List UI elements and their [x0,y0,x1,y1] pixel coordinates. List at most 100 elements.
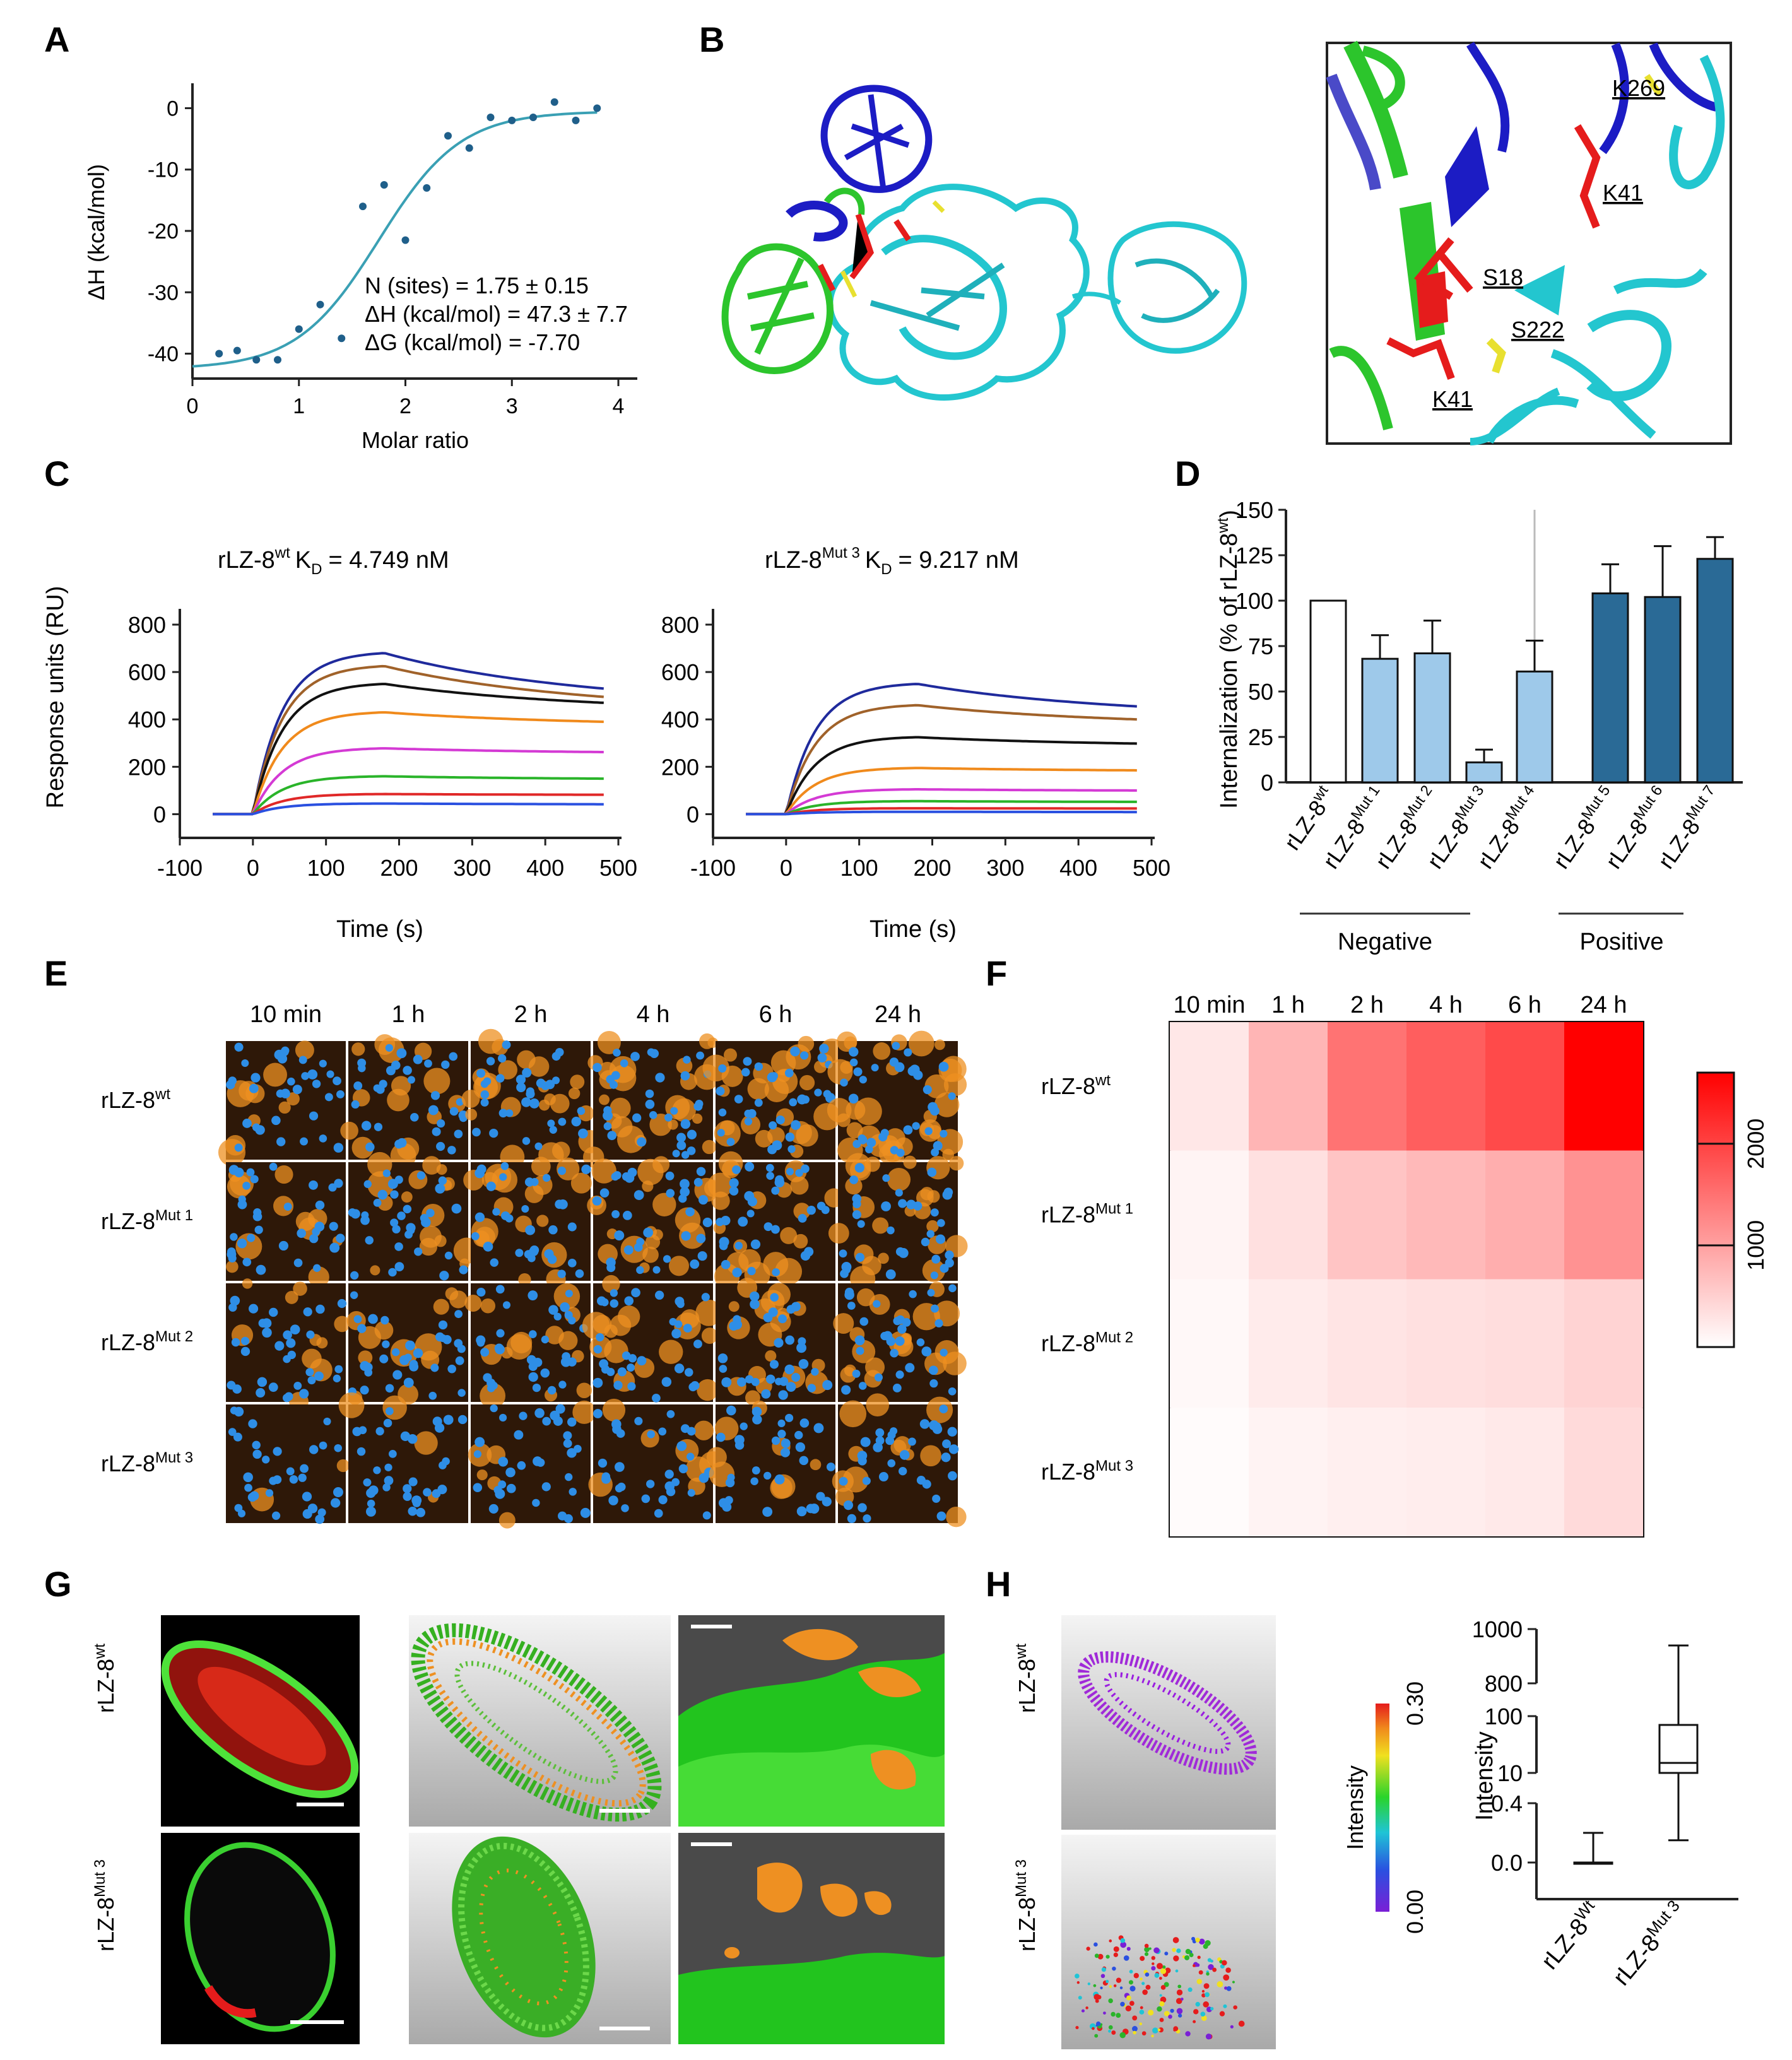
h-intensity-point [1193,1964,1196,1967]
h-intensity-point [1164,1982,1169,1987]
h-intensity-point [1144,1943,1149,1948]
h-intensity-point [1159,2001,1165,2007]
h-intensity-point [1148,1947,1152,1950]
d-ytick-label: 125 [1235,543,1273,568]
c-right-xlabel: Time (s) [869,916,957,943]
h-intensity-point [1173,1955,1179,1962]
h-intensity-point [1173,2028,1176,2032]
h-intensity-point [1156,1963,1163,1970]
d-bar [1309,599,1347,784]
h-intensity-point [1157,2028,1161,2032]
h-intensity-point [1109,1985,1112,1988]
h-ytick-label: 10 [1497,1760,1523,1786]
c-series-line [746,703,1137,816]
g-fluorescence-mut3-image [184,1842,344,2032]
e-column-label: 6 h [759,1001,793,1028]
a-data-point [465,144,473,152]
h-intensity-point [1108,2029,1111,2033]
a-annotation-dh: ΔH (kcal/mol) = 47.3 ± 7.7 [365,301,628,327]
e-microscopy-tile [828,1153,968,1292]
a-data-point [316,300,324,309]
c-series-line [746,807,1137,816]
h-intensity-point [1154,1973,1160,1978]
h-intensity-point [1201,1993,1206,1998]
panel-e-microscopy-grid: 10 min 1 h 2 h 4 h 6 h 24 h rLZ-8wt rLZ-8Mut 1 r… [101,1001,968,1529]
h-intensity-point [1195,1938,1200,1943]
h-intensity-point [1200,2011,1206,2017]
e-microscopy-tile [827,1030,967,1165]
c-series-line [213,747,604,816]
d-bar [1516,670,1553,784]
e-microscopy-tile [582,1030,720,1168]
g-zoom-wt-image [678,1625,945,1827]
c-series-line [213,683,604,816]
a-data-point [380,181,388,189]
e-microscopy-tile [226,1278,350,1411]
h-intensity-point [1112,1966,1116,1971]
e-microscopy-tile [464,1283,592,1409]
g-render-wt-image [411,1623,662,1822]
h-intensity-point [1148,2010,1154,2016]
h-intensity-point [1223,1974,1230,1981]
panel-label-c: C [44,454,69,493]
panel-a-itc-plot: ΔH (kcal/mol) Molar ratio N (sites) = 1.… [83,83,637,453]
h-intensity-point [1176,1948,1181,1953]
panel-label-b: B [699,20,724,59]
e-microscopy-tile [587,1156,722,1281]
h-intensity-point [1096,2021,1101,2027]
h-intensity-point [1159,2018,1164,2022]
c-xtick-label: 100 [840,855,878,881]
e-microscopy-tile [702,1035,845,1160]
f-row-label: rLZ-8Mut 2 [1041,1329,1133,1356]
h-category-label: rLZ-8Wt [1534,1896,1606,1975]
d-bar [1413,652,1451,784]
a-data-point [529,114,537,122]
f-heatmap-cell [1406,1150,1485,1280]
h-intensity-point [1120,2001,1125,2007]
h-intensity-point [1075,1974,1080,1979]
h-intensity-point [1176,1989,1183,1996]
h-intensity-point [1100,1974,1105,1979]
c-xtick-label: 0 [247,855,259,881]
h-intensity-point [1208,1963,1214,1970]
e-microscopy-tile [468,1400,596,1529]
h-intensity-point [1222,1960,1227,1966]
e-microscopy-tile [833,1281,967,1402]
a-data-point [338,334,346,343]
h-intensity-point [1210,2006,1214,2011]
f-heatmap-cell [1564,1279,1643,1408]
h-intensity-point [1113,1952,1118,1957]
a-data-point [508,116,516,124]
a-ytick-label: -10 [148,158,179,182]
e-row-label: rLZ-8Mut 2 [101,1328,193,1355]
f-heatmap-cell [1485,1022,1564,1151]
g-fluorescence-wt-image [161,1640,359,1806]
e-microscopy-tile [218,1040,346,1167]
h-intensity-point [1108,2025,1113,2030]
h-intensity-point [1092,2027,1095,2030]
h-intensity-point [1119,2032,1126,2039]
h-intensity-point [1129,2001,1135,2006]
h-intensity-point [1144,1952,1149,1957]
h-intensity-point [1145,1984,1151,1990]
f-heatmap-cell [1328,1279,1406,1408]
f-heatmap-cell [1328,1022,1406,1151]
h-intensity-point [1210,1959,1213,1963]
c-xtick-label: 300 [453,855,491,881]
c-series-line [746,767,1137,816]
h-intensity-point [1142,1989,1148,1995]
a-data-point [215,350,223,358]
svg-text:rLZ-8Mut 3KD= 9.217 nM: rLZ-8Mut 3 KD = 9.217 nM [765,544,1019,578]
f-heatmap-cell [1170,1150,1249,1280]
a-data-point [359,203,367,211]
h-intensity-point [1093,1942,1098,1947]
b-label-k41-top: K41 [1603,180,1643,206]
a-data-point [550,98,558,106]
d-ytick-label: 100 [1235,588,1273,614]
h-intensity-point [1206,1972,1210,1976]
h-intensity-point [1233,2005,1237,2010]
panel-g-3d-reconstruction: rLZ-8wt rLZ-8Mut 3 [91,1615,945,2044]
h-intensity-point [1203,2001,1209,2008]
d-bar [1696,558,1734,784]
h-intensity-point [1140,2006,1143,2010]
